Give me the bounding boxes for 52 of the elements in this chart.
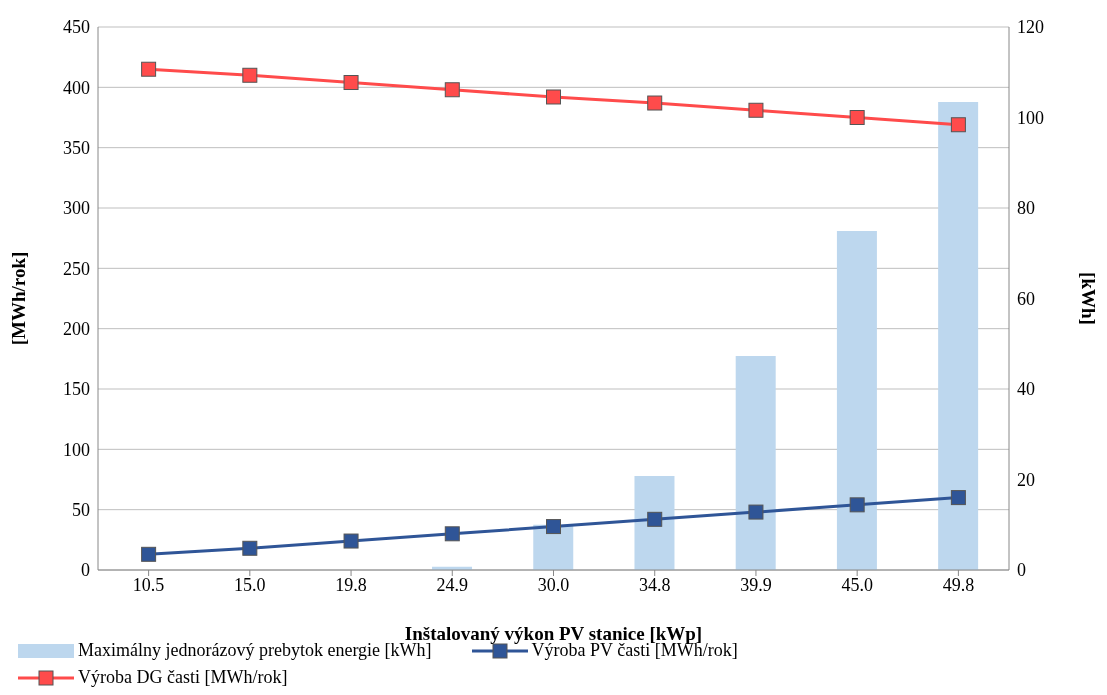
- y2-tick-label: 80: [1017, 198, 1035, 219]
- y-tick-label: 400: [63, 77, 90, 98]
- y2-tick-label: 120: [1017, 17, 1044, 38]
- point: [141, 61, 157, 77]
- bar: [836, 231, 877, 570]
- point: [950, 490, 966, 506]
- legend-label: Výroba DG časti [MWh/rok]: [78, 667, 288, 688]
- y2-axis-title: [kWh]: [1078, 272, 1100, 325]
- point: [444, 526, 460, 542]
- y-tick-label: 200: [63, 319, 90, 340]
- y-tick-label: 450: [63, 17, 90, 38]
- y-tick-label: 250: [63, 258, 90, 279]
- y2-tick-label: 100: [1017, 107, 1044, 128]
- y2-tick-label: 20: [1017, 469, 1035, 490]
- bar: [938, 102, 979, 570]
- point: [950, 117, 966, 133]
- x-tick-label: 10.5: [132, 574, 165, 595]
- point: [647, 95, 663, 111]
- legend-label: Maximálny jednorázový prebytok energie [kWh]: [78, 640, 432, 661]
- y2-tick-label: 0: [1017, 560, 1026, 581]
- y-tick-label: 0: [81, 560, 90, 581]
- point: [546, 519, 561, 535]
- bar: [735, 355, 776, 570]
- x-tick-label: 34.8: [638, 574, 671, 595]
- x-tick-label: 45.0: [841, 574, 873, 595]
- point: [444, 82, 460, 98]
- x-tick-label: 39.9: [740, 574, 772, 595]
- point: [849, 497, 865, 513]
- y-axis-title: [MWh/rok]: [7, 251, 29, 346]
- y-tick-label: 50: [72, 500, 90, 521]
- point: [343, 75, 359, 91]
- x-tick-label: 24.9: [436, 574, 469, 595]
- y-tick-label: 350: [63, 138, 90, 159]
- point: [546, 89, 561, 105]
- point: [141, 546, 157, 562]
- point: [647, 511, 663, 527]
- x-tick-label: 15.0: [234, 574, 266, 595]
- point: [748, 102, 764, 118]
- point: [343, 533, 359, 549]
- point: [849, 110, 865, 125]
- x-tick-label: 30.0: [537, 574, 570, 595]
- bar: [634, 475, 675, 570]
- y2-tick-label: 40: [1017, 379, 1035, 400]
- point: [242, 540, 258, 556]
- y-tick-label: 100: [63, 439, 90, 460]
- point: [748, 504, 764, 520]
- y2-tick-label: 60: [1017, 288, 1035, 309]
- point: [242, 67, 258, 83]
- y-tick-label: 150: [63, 379, 90, 400]
- x-tick-label: 49.8: [942, 574, 975, 595]
- y-tick-label: 300: [63, 198, 90, 219]
- x-tick-label: 19.8: [335, 574, 367, 595]
